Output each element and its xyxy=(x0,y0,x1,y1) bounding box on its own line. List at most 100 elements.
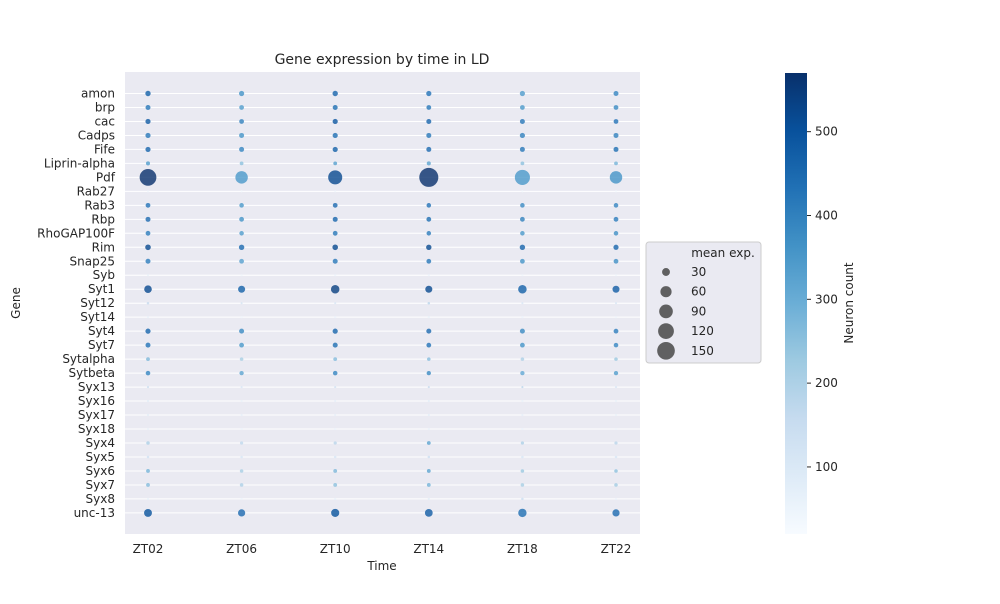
bubble-point xyxy=(613,328,619,334)
bubble-point xyxy=(426,483,431,487)
bubble-point xyxy=(239,132,245,138)
bubble-point xyxy=(144,508,152,517)
y-tick-label: Syt1 xyxy=(88,282,115,296)
bubble-point xyxy=(426,342,432,348)
bubble-point xyxy=(614,441,618,445)
y-tick-label: Syt4 xyxy=(88,324,115,338)
bubble-point xyxy=(521,497,524,501)
bubble-point xyxy=(613,203,619,208)
bubble-point xyxy=(145,370,151,376)
bubble-point xyxy=(426,258,432,264)
size-legend-marker xyxy=(657,341,675,360)
bubble-point xyxy=(518,284,527,294)
bubble-point xyxy=(145,230,151,236)
bubble-point xyxy=(332,146,338,153)
x-tick-label: ZT06 xyxy=(226,542,257,556)
bubble-point xyxy=(146,316,150,319)
bubble-point xyxy=(520,342,525,348)
bubble-point xyxy=(334,428,337,431)
size-legend-label: 150 xyxy=(691,344,714,358)
bubble-point xyxy=(145,90,151,97)
bubble-point xyxy=(239,105,244,110)
bubble-point xyxy=(332,328,338,334)
bubble-point xyxy=(427,316,430,319)
bubble-point xyxy=(614,161,618,166)
bubble-point xyxy=(613,132,619,138)
bubble-point xyxy=(145,132,151,139)
bubble-point xyxy=(609,171,623,184)
bubble-point xyxy=(426,370,431,376)
bubble-point xyxy=(426,441,431,445)
bubble-point xyxy=(519,146,525,152)
colorbar-tick-label: 100 xyxy=(815,460,838,474)
bubble-point xyxy=(145,342,151,348)
bubble-point xyxy=(240,428,243,431)
bubble-point xyxy=(614,386,618,389)
y-tick-label: unc-13 xyxy=(74,506,115,520)
size-legend-label: 90 xyxy=(691,304,706,318)
bubble-point xyxy=(426,203,432,208)
bubble-point xyxy=(521,400,524,403)
bubble-point xyxy=(519,118,525,124)
colorbar-ticks: 100 200 300 400 500 xyxy=(807,125,838,474)
size-legend: mean exp. 30 60 90 120 150 xyxy=(645,241,762,364)
x-tick-labels: ZT02 ZT06 ZT10 ZT14 ZT18 ZT22 xyxy=(133,542,632,556)
bubble-point xyxy=(238,244,245,250)
bubble-point xyxy=(613,91,619,96)
bubble-point xyxy=(334,190,337,193)
bubble-point xyxy=(332,132,338,139)
bubble-point xyxy=(333,357,338,362)
bubble-point xyxy=(239,342,244,348)
bubble-point xyxy=(334,274,337,277)
y-tick-label: Snap25 xyxy=(70,254,115,268)
bubble-point xyxy=(334,414,337,417)
colorbar-tick-label: 400 xyxy=(815,208,838,222)
bubble-point xyxy=(520,258,525,264)
bubble-point xyxy=(427,455,431,459)
bubble-point xyxy=(614,483,618,487)
y-tick-label: Syx17 xyxy=(78,408,115,422)
bubble-point xyxy=(521,316,524,319)
bubble-point xyxy=(239,483,244,487)
bubble-point xyxy=(426,231,432,236)
bubble-point xyxy=(146,400,150,403)
y-tick-label: Syx7 xyxy=(86,478,115,492)
bubble-point xyxy=(427,428,430,431)
bubble-point xyxy=(145,118,151,125)
bubble-point xyxy=(427,190,430,193)
y-tick-label: Syt7 xyxy=(88,338,115,352)
y-tick-label: Syx6 xyxy=(86,464,115,478)
size-legend-label: 60 xyxy=(691,285,706,299)
bubble-point xyxy=(427,274,430,277)
y-tick-label: Syx13 xyxy=(78,380,115,394)
bubble-point xyxy=(613,105,619,110)
bubbles xyxy=(139,90,623,518)
bubble-point xyxy=(240,316,243,319)
bubble-point xyxy=(520,357,525,361)
bubble-point xyxy=(240,497,243,500)
bubble-point xyxy=(521,302,524,305)
bubble-point xyxy=(333,441,337,445)
bubble-point xyxy=(332,244,338,251)
y-tick-label: RhoGAP100F xyxy=(37,226,115,240)
bubble-point xyxy=(237,509,246,517)
bubble-point xyxy=(145,146,151,153)
bubble-point xyxy=(146,274,150,277)
size-legend-marker xyxy=(662,268,670,276)
bubble-point xyxy=(146,386,150,389)
bubble-point xyxy=(521,428,524,431)
bubble-point xyxy=(239,357,244,361)
colorbar-tick-label: 200 xyxy=(815,376,838,390)
bubble-point xyxy=(521,386,524,389)
bubble-point xyxy=(520,161,525,166)
size-legend-marker xyxy=(660,286,672,298)
bubble-point xyxy=(332,370,338,376)
bubble-point xyxy=(521,414,524,417)
y-tick-label: amon xyxy=(81,87,115,101)
bubble-point xyxy=(613,258,619,264)
y-axis-label: Gene xyxy=(9,287,23,319)
bubble-point xyxy=(521,190,524,193)
bubble-point xyxy=(334,316,337,319)
bubble-point xyxy=(519,244,526,250)
bubble-point xyxy=(520,105,525,110)
